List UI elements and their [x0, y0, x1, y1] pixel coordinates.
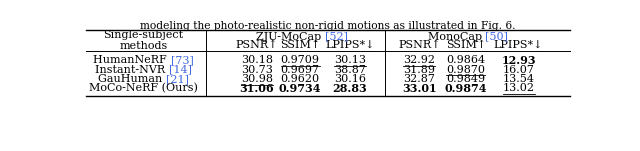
Text: 0.9620: 0.9620 [280, 74, 319, 84]
Text: 30.18: 30.18 [241, 55, 273, 66]
Text: HumanNeRF: HumanNeRF [93, 55, 171, 66]
Text: 28.83: 28.83 [332, 83, 367, 94]
Text: 31.06: 31.06 [239, 83, 274, 94]
Text: 31.89: 31.89 [403, 65, 435, 75]
Text: MoCo-NeRF (Ours): MoCo-NeRF (Ours) [89, 83, 198, 93]
Text: modeling the photo-realistic non-rigid motions as illustrated in Fig. 6.: modeling the photo-realistic non-rigid m… [140, 21, 516, 31]
Text: PSNR↑: PSNR↑ [398, 40, 441, 50]
Text: methods: methods [120, 41, 168, 51]
Text: 16.07: 16.07 [502, 65, 534, 75]
Text: LPIPS*↓: LPIPS*↓ [494, 40, 543, 50]
Text: 30.16: 30.16 [333, 74, 365, 84]
Text: 0.9864: 0.9864 [446, 55, 486, 66]
Text: LPIPS*↓: LPIPS*↓ [325, 40, 374, 50]
Text: [21]: [21] [166, 74, 189, 84]
Text: 30.73: 30.73 [241, 65, 273, 75]
Text: [52]: [52] [325, 32, 348, 42]
Text: 33.01: 33.01 [402, 83, 436, 94]
Text: PSNR↑: PSNR↑ [236, 40, 278, 50]
Text: Instant-NVR: Instant-NVR [95, 65, 169, 75]
Text: ZJU-MoCap: ZJU-MoCap [256, 32, 325, 42]
Text: 32.87: 32.87 [403, 74, 435, 84]
Text: 32.92: 32.92 [403, 55, 435, 66]
Text: 0.9734: 0.9734 [279, 83, 321, 94]
Text: 38.87: 38.87 [334, 65, 365, 75]
Text: 0.9874: 0.9874 [445, 83, 487, 94]
Text: MonoCap: MonoCap [428, 32, 485, 42]
Text: 30.13: 30.13 [333, 55, 365, 66]
Text: [50]: [50] [485, 32, 508, 42]
Text: 0.9849: 0.9849 [446, 74, 486, 84]
Text: [73]: [73] [171, 55, 194, 66]
Text: 0.9697: 0.9697 [280, 65, 319, 75]
Text: 12.93: 12.93 [501, 55, 536, 66]
Text: Single-subject: Single-subject [104, 30, 184, 40]
Text: [14]: [14] [169, 65, 192, 75]
Text: 13.02: 13.02 [502, 83, 534, 93]
Text: 30.98: 30.98 [241, 74, 273, 84]
Text: GauHuman: GauHuman [98, 74, 166, 84]
Text: 13.54: 13.54 [502, 74, 534, 84]
Text: SSIM↑: SSIM↑ [446, 40, 486, 50]
Text: 0.9709: 0.9709 [280, 55, 319, 66]
Text: SSIM↑: SSIM↑ [280, 40, 320, 50]
Text: 0.9870: 0.9870 [447, 65, 486, 75]
